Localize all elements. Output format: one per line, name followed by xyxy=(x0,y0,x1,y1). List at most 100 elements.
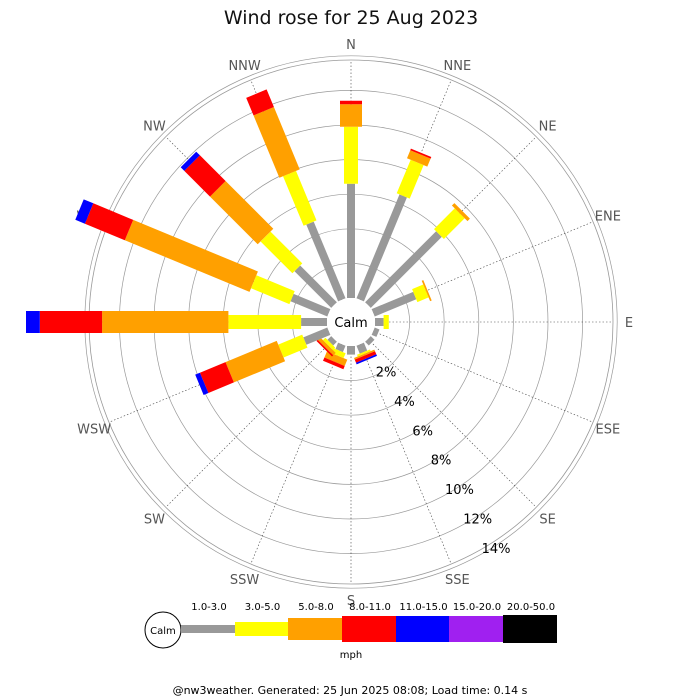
wind-bar-nne-3 xyxy=(410,148,432,159)
wind-bar-nw-3 xyxy=(184,155,226,197)
legend-swatch xyxy=(503,615,557,643)
wind-bar-ne-0 xyxy=(365,231,442,308)
legend-swatch xyxy=(181,625,235,633)
legend-bin-label: 15.0-20.0 xyxy=(453,602,501,613)
legend-swatch xyxy=(288,618,342,640)
direction-label: NW xyxy=(143,119,166,134)
direction-label: S xyxy=(347,594,355,609)
grid-spoke xyxy=(367,338,537,508)
ring-label: 6% xyxy=(412,424,433,439)
wind-bar-ssw-3 xyxy=(323,357,345,370)
ring-label: 8% xyxy=(431,454,452,469)
ring-labels: 2% 4% 6% 8% 10% 12% 14% xyxy=(376,366,511,557)
legend-bin-label: 20.0-50.0 xyxy=(507,602,555,613)
wind-bar-nw-4 xyxy=(180,151,200,171)
ring-label: 2% xyxy=(376,366,397,381)
wind-bar-e-1 xyxy=(383,315,389,329)
wind-bar-wnw-0 xyxy=(290,293,331,317)
legend-bin-label: 11.0-15.0 xyxy=(399,602,447,613)
wind-bar-sse-2 xyxy=(354,349,375,360)
legend-bin-label: 3.0-5.0 xyxy=(245,602,280,613)
wind-bar-wnw-3 xyxy=(84,203,134,241)
wind-bar-ene-0 xyxy=(371,291,417,317)
wind-bar-nw-0 xyxy=(294,265,337,308)
ring-label: 10% xyxy=(445,483,474,498)
wind-bar-n-3 xyxy=(340,100,362,105)
chart-title: Wind rose for 25 Aug 2023 xyxy=(224,7,478,29)
direction-label: ENE xyxy=(595,210,621,225)
wind-bar-ssw-1 xyxy=(330,347,346,358)
wind-bar-nnw-0 xyxy=(306,221,346,302)
legend-swatch xyxy=(396,616,449,642)
direction-label: N xyxy=(346,38,356,53)
wind-bar-wsw-4 xyxy=(195,372,209,395)
wind-bar-nne-2 xyxy=(407,150,431,167)
wind-bar-nnw-1 xyxy=(283,170,317,226)
wind-bar-s-0 xyxy=(347,346,355,355)
grid-spoke xyxy=(165,338,335,508)
direction-label: WSW xyxy=(77,422,111,437)
legend-calm-label: Calm xyxy=(150,626,176,637)
calm-circle-group: Calm xyxy=(327,298,375,346)
legend-bin-label: 8.0-11.0 xyxy=(349,602,391,613)
wind-bar-ssw-2 xyxy=(324,351,348,366)
wind-bar-nw-1 xyxy=(260,231,303,274)
direction-label: SSE xyxy=(445,573,470,588)
wind-bar-ene-2 xyxy=(421,280,432,302)
calm-circle xyxy=(327,298,375,346)
wind-bar-wsw-2 xyxy=(225,340,286,383)
legend-swatch xyxy=(342,616,396,642)
wind-bar-wnw-1 xyxy=(251,275,295,305)
legend-swatch xyxy=(449,616,503,642)
legend-bin-label: 1.0-3.0 xyxy=(191,602,226,613)
grid-spoke xyxy=(359,344,452,565)
wind-bar-sse-0 xyxy=(356,342,368,354)
wind-bar-w-3 xyxy=(39,311,103,333)
wind-bar-nnw-2 xyxy=(253,107,300,178)
wind-bar-nw-2 xyxy=(210,181,274,245)
direction-label: SE xyxy=(539,513,555,528)
wind-bar-w-2 xyxy=(102,311,229,333)
wind-bar-wsw-1 xyxy=(278,334,308,358)
wind-bar-se-0 xyxy=(365,336,375,346)
wind-bar-e-0 xyxy=(375,318,384,326)
ring-label: 4% xyxy=(394,395,415,410)
wind-bar-nne-0 xyxy=(356,194,407,302)
wind-bar-w-1 xyxy=(228,315,302,329)
direction-label: NE xyxy=(539,119,557,134)
direction-label: NNE xyxy=(444,59,472,74)
ring-label: 14% xyxy=(482,542,511,557)
wind-bar-wnw-2 xyxy=(124,219,258,292)
wind-bar-sw-1 xyxy=(323,337,336,350)
wind-bar-n-0 xyxy=(347,183,355,298)
wind-bar-ese-0 xyxy=(371,327,380,337)
wind-bar-wsw-3 xyxy=(199,362,234,393)
calm-label: Calm xyxy=(334,316,367,331)
speed-legend: Calm 1.0-3.0 3.0-5.0 5.0-8.0 8.0-11.0 11.0-15… xyxy=(144,602,557,661)
wind-bar-n-2 xyxy=(340,104,362,127)
wind-bar-ne-2 xyxy=(451,203,470,222)
direction-labels: NNNENEENEEESESESSESSSWSWWSWWWNWNWNNW xyxy=(67,38,634,609)
wind-bar-sse-1 xyxy=(357,349,371,357)
wind-bar-n-1 xyxy=(344,126,358,184)
footer-text: @nw3weather. Generated: 25 Jun 2025 08:0… xyxy=(173,684,528,697)
wind-bar-wsw-0 xyxy=(303,327,331,345)
wind-bar-ne-1 xyxy=(434,208,465,239)
direction-label: SW xyxy=(144,513,165,528)
wind-bar-sse-4 xyxy=(356,354,377,365)
legend-swatch xyxy=(235,622,288,636)
wind-bar-nnw-3 xyxy=(246,89,274,116)
wind-bar-sw-0 xyxy=(327,336,337,346)
wind-bar-sw-2 xyxy=(317,337,336,356)
wind-bars xyxy=(26,89,470,395)
wind-bar-ene-1 xyxy=(412,284,429,303)
wind-bar-nne-1 xyxy=(396,159,424,199)
grid-spoke xyxy=(250,344,343,565)
direction-label: ESE xyxy=(595,422,620,437)
wind-bar-w-0 xyxy=(301,318,327,326)
wind-bar-sw-3 xyxy=(316,339,334,357)
wind-bar-sse-3 xyxy=(354,351,377,363)
grid-spoke xyxy=(373,330,594,423)
wind-bar-ssw-0 xyxy=(335,342,346,353)
